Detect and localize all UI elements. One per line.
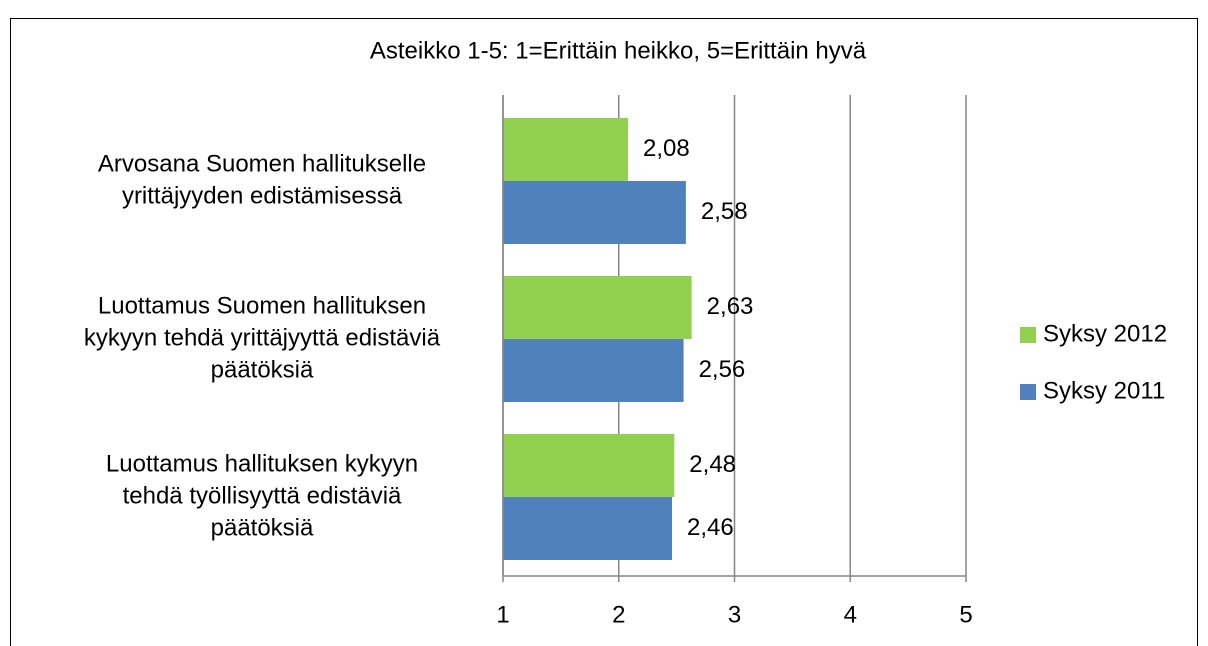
x-tick-label: 3 bbox=[728, 601, 741, 628]
x-tick-label: 1 bbox=[496, 601, 509, 628]
category-label: tehdä työllisyyttä edistäviä bbox=[123, 482, 402, 509]
legend-label: Syksy 2011 bbox=[1043, 377, 1165, 404]
category-label: kykyyn tehdä yrittäjyyttä edistäviä bbox=[84, 324, 441, 351]
value-label: 2,08 bbox=[643, 135, 690, 162]
category-label: Luottamus Suomen hallituksen bbox=[98, 292, 426, 319]
category-label: päätöksiä bbox=[211, 356, 314, 383]
category-label: yrittäjyyden edistämisessä bbox=[122, 182, 403, 209]
legend-swatch bbox=[1020, 327, 1036, 343]
bar bbox=[503, 339, 684, 402]
category-label: Arvosana Suomen hallitukselle bbox=[98, 150, 426, 177]
value-label: 2,46 bbox=[687, 514, 734, 541]
legend-swatch bbox=[1020, 384, 1036, 400]
x-tick-label: 4 bbox=[844, 601, 857, 628]
category-label: päätöksiä bbox=[211, 514, 314, 541]
chart-title: Asteikko 1-5: 1=Erittäin heikko, 5=Eritt… bbox=[370, 37, 867, 64]
value-label: 2,63 bbox=[707, 293, 754, 320]
bar bbox=[503, 434, 675, 497]
bar bbox=[503, 497, 672, 560]
value-label: 2,56 bbox=[699, 356, 746, 383]
x-tick-label: 2 bbox=[612, 601, 625, 628]
value-label: 2,48 bbox=[689, 451, 736, 478]
legend-label: Syksy 2012 bbox=[1043, 320, 1167, 347]
x-tick-label: 5 bbox=[959, 601, 972, 628]
bar bbox=[503, 276, 692, 339]
bar bbox=[503, 118, 629, 181]
category-label: Luottamus hallituksen kykyyn bbox=[106, 450, 418, 477]
value-label: 2,58 bbox=[701, 198, 748, 225]
bar bbox=[503, 181, 686, 244]
